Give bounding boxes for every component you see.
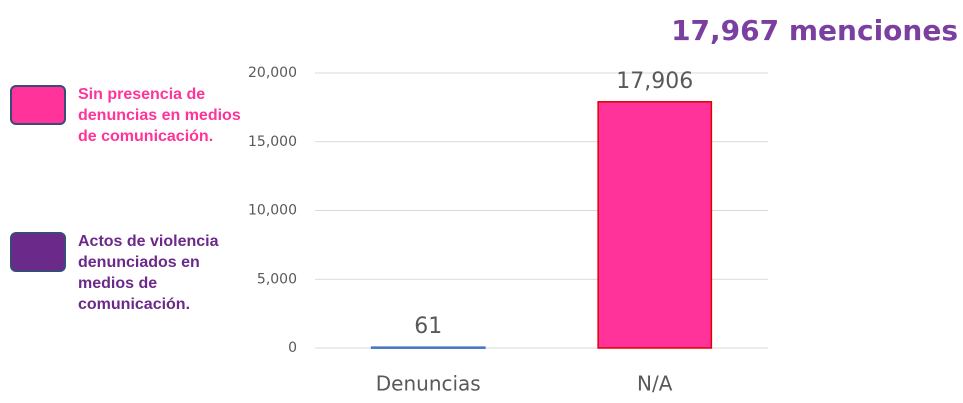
y-tick-label: 0 (288, 340, 297, 356)
legend-swatch (10, 232, 66, 272)
x-tick-label: N/A (637, 372, 673, 396)
x-tick-label: Denuncias (376, 372, 481, 396)
chart-title: 17,967 menciones (671, 14, 958, 47)
legend-swatch (10, 85, 66, 125)
bar (597, 101, 713, 349)
legend-label: Actos de violencia denunciados en medios… (78, 233, 219, 313)
value-label: 17,906 (616, 69, 693, 94)
bar (370, 346, 486, 349)
legend-label: Sin presencia de denuncias en medios de … (78, 86, 241, 145)
y-tick-label: 10,000 (248, 203, 297, 219)
y-tick-label: 15,000 (248, 134, 297, 150)
y-tick-label: 20,000 (248, 65, 297, 81)
y-tick-label: 5,000 (257, 271, 297, 287)
value-label: 61 (414, 314, 442, 339)
